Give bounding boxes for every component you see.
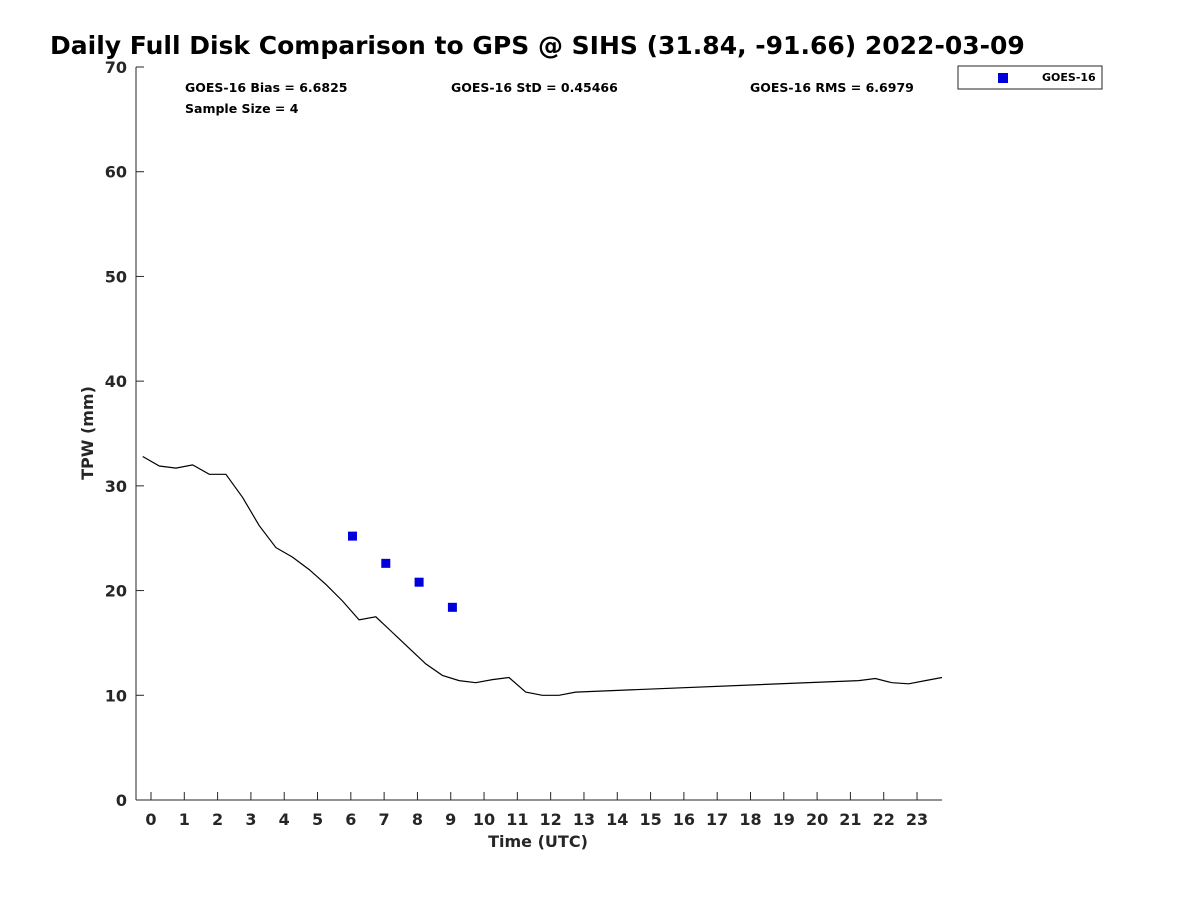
y-tick-label: 0: [116, 791, 127, 810]
x-tick-label: 19: [773, 810, 795, 829]
x-tick-label: 21: [839, 810, 861, 829]
legend: GOES-16: [957, 65, 1103, 90]
x-tick-label: 13: [573, 810, 595, 829]
legend-box: [957, 65, 1103, 90]
x-tick-label: 17: [706, 810, 728, 829]
rms-stat: GOES-16 RMS = 6.6979: [750, 80, 914, 95]
x-tick-label: 2: [212, 810, 223, 829]
x-tick-label: 22: [873, 810, 895, 829]
y-tick-label: 30: [105, 477, 127, 496]
x-tick-label: 1: [179, 810, 190, 829]
goes16-point: [381, 558, 391, 568]
chart-title: Daily Full Disk Comparison to GPS @ SIHS…: [50, 31, 1025, 60]
sample-size-stat: Sample Size = 4: [185, 101, 299, 116]
x-tick-label: 8: [412, 810, 423, 829]
y-tick-label: 60: [105, 163, 127, 182]
y-tick-label: 40: [105, 372, 127, 391]
y-tick-label: 50: [105, 267, 127, 286]
x-tick-label: 20: [806, 810, 828, 829]
x-tick-label: 23: [906, 810, 928, 829]
x-tick-label: 9: [445, 810, 456, 829]
std-stat: GOES-16 StD = 0.45466: [451, 80, 618, 95]
y-ticks: 0 10 20 30 40 50 60 70: [105, 58, 144, 810]
legend-label-goes16: GOES-16: [1042, 71, 1096, 84]
y-axis-label: TPW (mm): [78, 386, 97, 480]
x-tick-label: 16: [673, 810, 695, 829]
legend-marker-goes16: [998, 73, 1008, 83]
x-axis-label: Time (UTC): [488, 832, 588, 851]
x-ticks: 0 1 2 3 4 5 6 7 8 9 10 11 12 13 14 15 16 17 18 19 20 21 22 23: [145, 792, 928, 829]
axes: [135, 67, 942, 801]
y-tick-label: 10: [105, 686, 127, 705]
x-tick-label: 15: [639, 810, 661, 829]
x-tick-label: 3: [245, 810, 256, 829]
x-tick-label: 7: [379, 810, 390, 829]
goes16-point: [447, 602, 457, 612]
x-tick-label: 11: [506, 810, 528, 829]
x-tick-label: 10: [473, 810, 495, 829]
gps-line: [142, 455, 943, 696]
x-tick-label: 5: [312, 810, 323, 829]
bias-stat: GOES-16 Bias = 6.6825: [185, 80, 347, 95]
goes16-point: [347, 531, 357, 541]
goes16-point: [414, 577, 424, 587]
x-tick-label: 4: [279, 810, 290, 829]
x-tick-label: 6: [345, 810, 356, 829]
x-tick-label: 14: [606, 810, 628, 829]
y-tick-label: 70: [105, 58, 127, 77]
x-tick-label: 12: [540, 810, 562, 829]
plot-data: [142, 455, 943, 696]
x-tick-label: 0: [145, 810, 156, 829]
x-tick-label: 18: [739, 810, 761, 829]
y-tick-label: 20: [105, 582, 127, 601]
